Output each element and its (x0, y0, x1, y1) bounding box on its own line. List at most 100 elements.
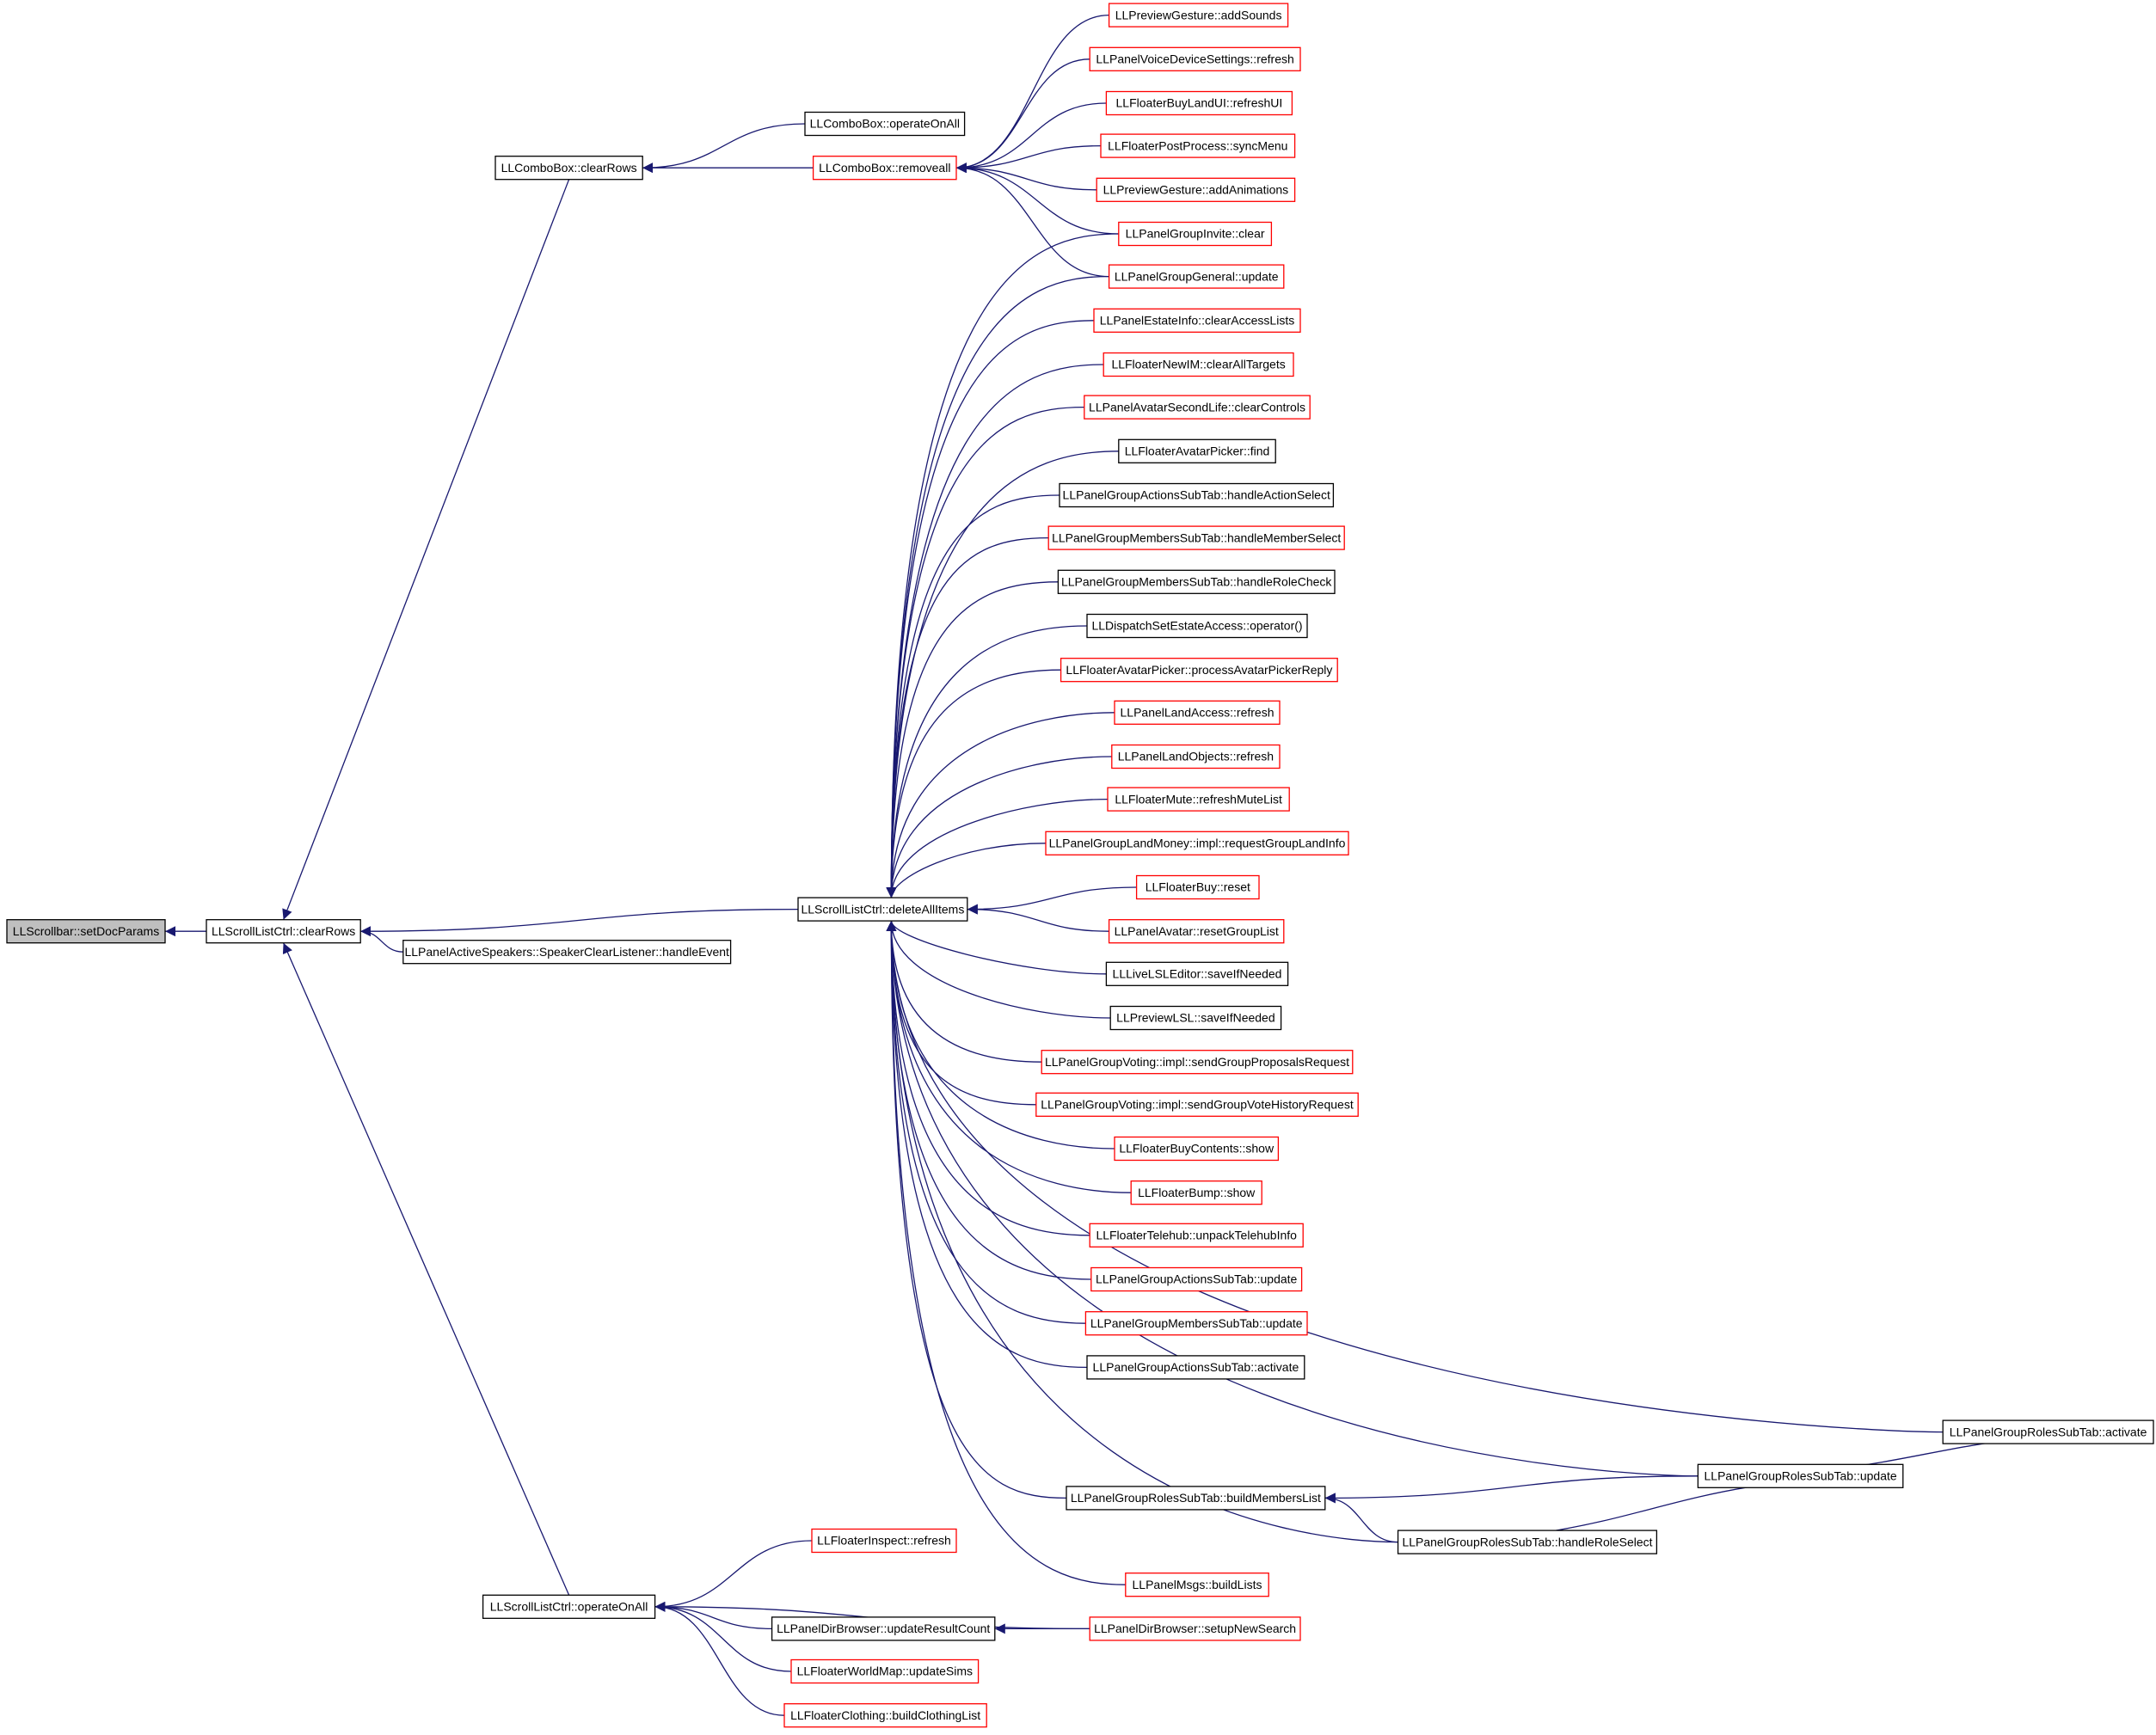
node-box (1089, 1223, 1304, 1248)
node-box (1108, 3, 1289, 28)
node-box (1086, 613, 1308, 639)
call-edge (886, 364, 1104, 898)
node-box (1397, 1530, 1658, 1554)
node-box (1697, 1463, 1904, 1488)
node-label: LLFloaterMute::refreshMuteList (1115, 792, 1282, 806)
graph-node: LLPanelMsgs::buildLists (1125, 1573, 1269, 1597)
node-label: LLPanelGroupActionsSubTab::activate (1093, 1360, 1299, 1374)
node-box (1090, 1266, 1303, 1292)
node-label: LLPanelMsgs::buildLists (1133, 1578, 1262, 1591)
node-label: LLPanelLandObjects::refresh (1118, 750, 1274, 763)
call-edge (955, 102, 1107, 174)
node-label: LLPanelGroupRolesSubTab::buildMembersLis… (1071, 1491, 1321, 1505)
node-box (1108, 264, 1285, 289)
graph-node: LLFloaterClothing::buildClothingList (783, 1703, 987, 1728)
call-edge (886, 581, 1059, 898)
graph-node: LLScrollListCtrl::clearRows (206, 919, 361, 944)
call-edge (886, 921, 1088, 1369)
call-edge (360, 926, 403, 953)
graph-node: LLPanelGroupMembersSubTab::handleMemberS… (1047, 525, 1345, 550)
graph-node: LLFloaterBuyContents::show (1114, 1136, 1280, 1162)
node-label: LLScrollListCtrl::clearRows (212, 924, 355, 938)
graph-node: LLScrollbar::setDocParams (6, 919, 166, 944)
node-box (1086, 1355, 1305, 1380)
call-edge (886, 536, 1049, 898)
graph-node: LLFloaterMute::refreshMuteList (1107, 787, 1290, 812)
node-label: LLFloaterAvatarPicker::find (1125, 444, 1270, 458)
call-edge (654, 1601, 785, 1716)
graph-node: LLFloaterAvatarPicker::processAvatarPick… (1060, 658, 1338, 683)
node-label: LLDispatchSetEstateAccess::operator() (1091, 619, 1302, 633)
graph-node: LLPreviewLSL::saveIfNeeded (1109, 1005, 1282, 1031)
node-label: LLFloaterInspect::refresh (817, 1534, 951, 1548)
graph-node: LLPanelActiveSpeakers::SpeakerClearListe… (402, 940, 732, 965)
node-label: LLPreviewGesture::addAnimations (1103, 183, 1289, 197)
graph-node: LLScrollListCtrl::operateOnAll (482, 1594, 656, 1619)
node-label: LLPanelDirBrowser::updateResultCount (777, 1622, 990, 1635)
call-edge (886, 921, 1086, 1324)
node-box (1096, 177, 1296, 202)
node-box (402, 940, 732, 965)
call-edge (886, 320, 1095, 898)
call-edge (886, 756, 1112, 898)
node-box (1084, 395, 1311, 420)
call-edge (886, 494, 1060, 898)
node-box (1045, 831, 1349, 855)
call-edge (1324, 1475, 1698, 1504)
call-edge (654, 1601, 792, 1672)
node-label: LLPanelGroupActionsSubTab::handleActionS… (1063, 488, 1330, 502)
graph-node: LLPanelVoiceDeviceSettings::refresh (1089, 46, 1301, 71)
node-box (1118, 221, 1273, 247)
call-edge (886, 669, 1061, 898)
node-box (1108, 919, 1285, 944)
node-label: LLPreviewLSL::saveIfNeeded (1116, 1011, 1275, 1025)
graph-node: LLLiveLSLEditor::saveIfNeeded (1105, 961, 1289, 986)
node-label: LLFloaterClothing::buildClothingList (790, 1708, 980, 1722)
call-edge (886, 921, 1090, 1236)
node-box (206, 919, 361, 944)
node-label: LLFloaterBump::show (1138, 1186, 1256, 1199)
call-edge (886, 406, 1084, 898)
graph-node: LLComboBox::removeall (812, 156, 957, 181)
graph-node: LLPanelDirBrowser::updateResultCount (771, 1616, 996, 1641)
graph-node: LLComboBox::operateOnAll (804, 111, 966, 137)
node-label: LLPanelGroupVoting::impl::sendGroupPropo… (1045, 1055, 1349, 1069)
call-edge (654, 1540, 813, 1612)
graph-node: LLFloaterPostProcess::syncMenu (1100, 133, 1296, 158)
node-label: LLPanelGroupGeneral::update (1115, 269, 1279, 283)
node-box (6, 919, 166, 944)
call-edge (886, 921, 1126, 1585)
node-label: LLPanelAvatarSecondLife::clearControls (1089, 400, 1305, 414)
graph-node: LLPanelAvatar::resetGroupList (1108, 919, 1285, 944)
node-box (1109, 1005, 1282, 1031)
call-edge (886, 921, 1698, 1477)
node-label: LLPanelGroupMembersSubTab::handleRoleChe… (1061, 575, 1332, 589)
graph-node: LLPreviewGesture::addAnimations (1096, 177, 1296, 202)
node-box (1103, 352, 1294, 377)
call-edge (955, 162, 1109, 278)
call-edge (886, 921, 1036, 1106)
node-box (1035, 1092, 1359, 1117)
node-box (790, 1658, 980, 1684)
call-edge (955, 162, 1097, 191)
node-box (1060, 658, 1338, 683)
node-label: LLFloaterAvatarPicker::processAvatarPick… (1066, 663, 1332, 677)
call-edge (282, 179, 570, 920)
node-label: LLPanelGroupMembersSubTab::handleMemberS… (1052, 530, 1341, 544)
node-label: LLScrollListCtrl::deleteAllItems (801, 902, 964, 916)
node-box (1089, 1616, 1301, 1641)
node-label: LLPanelLandAccess::refresh (1121, 706, 1275, 720)
node-box (797, 897, 968, 922)
call-edge (886, 233, 1119, 898)
call-edge (955, 162, 1119, 235)
graph-node: LLPanelEstateInfo::clearAccessLists (1093, 308, 1301, 333)
node-box (804, 111, 966, 137)
call-edge (886, 921, 1398, 1543)
call-edge (886, 921, 1042, 1063)
node-box (482, 1594, 656, 1619)
call-edge (886, 625, 1088, 898)
graph-node: LLComboBox::clearRows (494, 156, 643, 181)
call-edge (642, 123, 806, 174)
node-box (771, 1616, 996, 1641)
call-edge (886, 921, 1111, 1019)
